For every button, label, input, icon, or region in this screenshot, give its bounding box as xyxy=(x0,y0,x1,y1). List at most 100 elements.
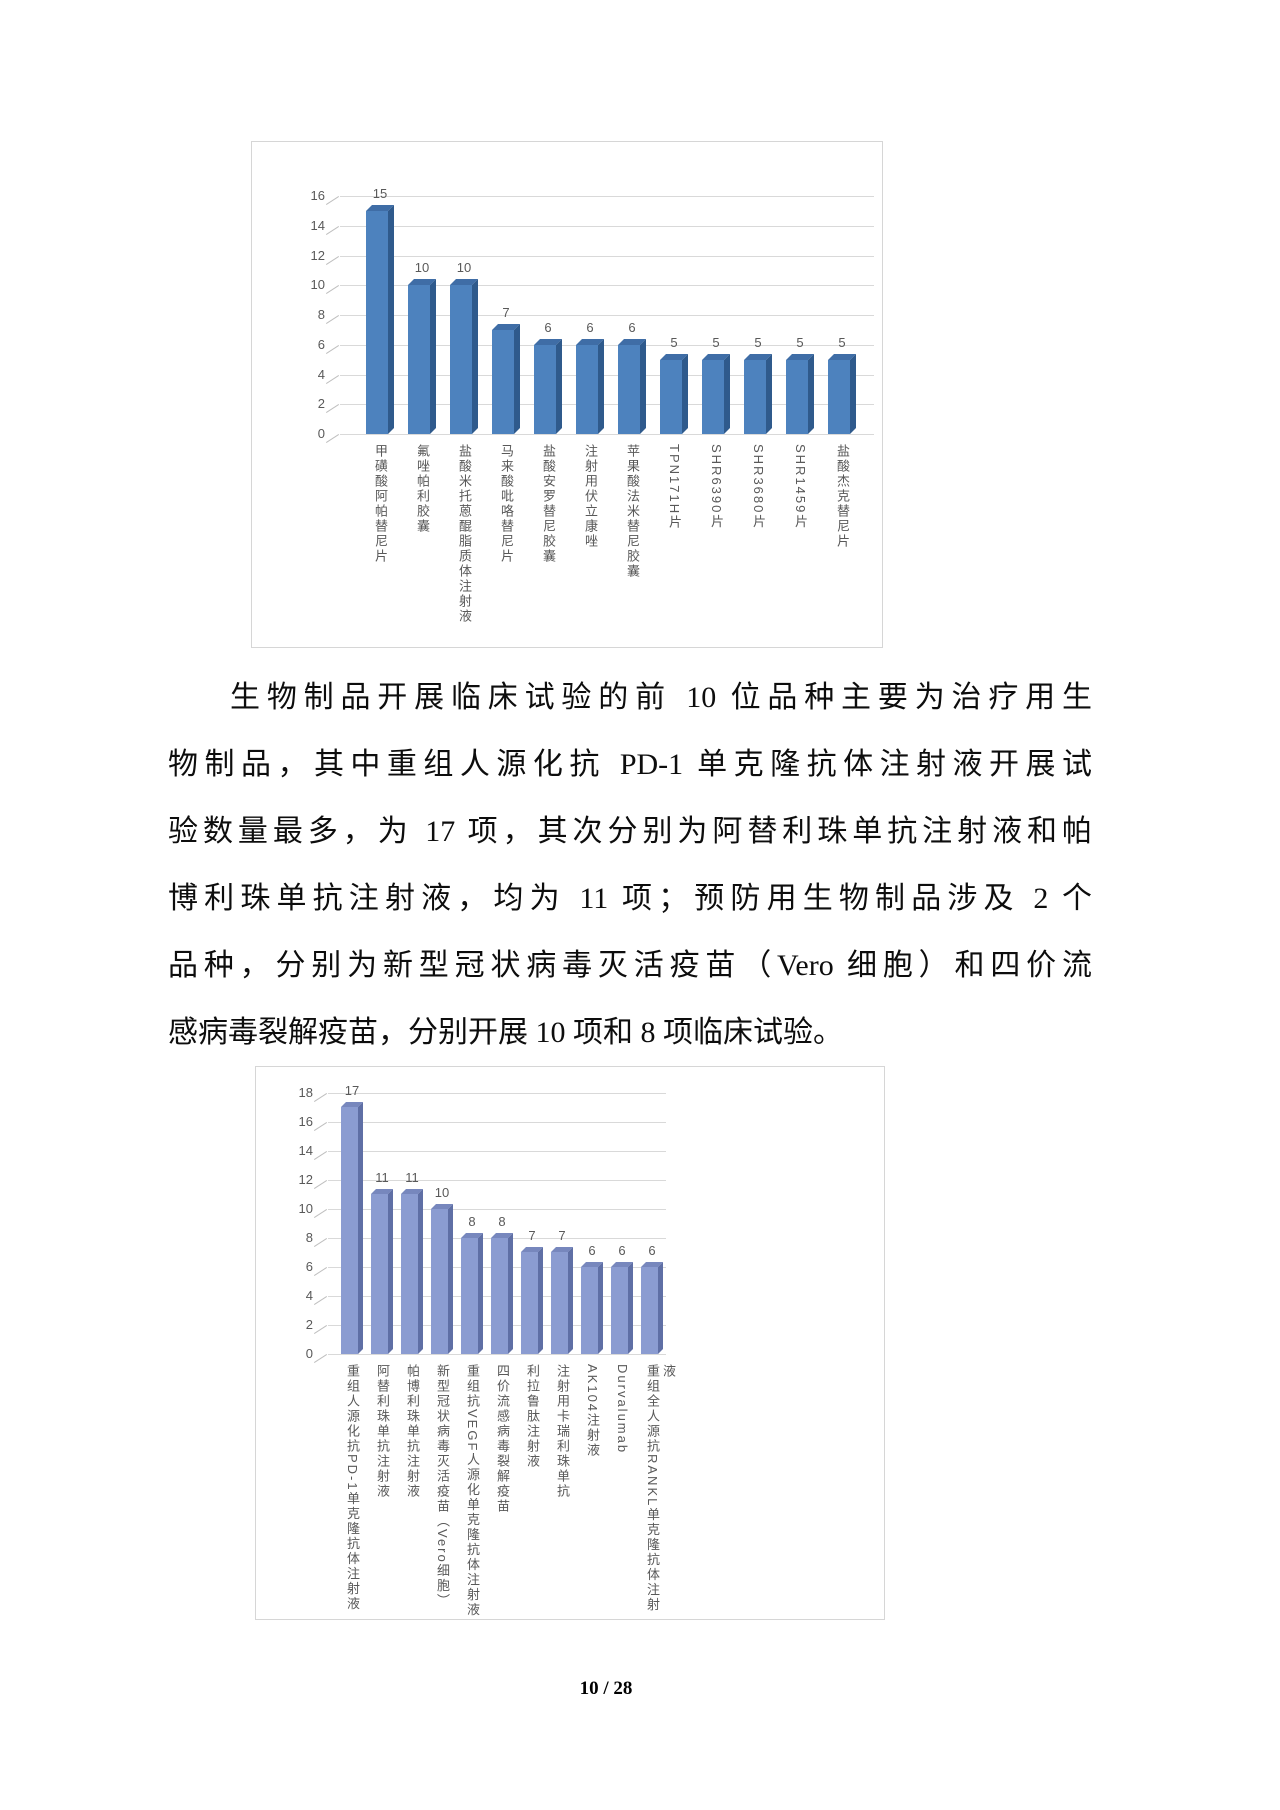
gridline xyxy=(328,1209,666,1210)
paragraph-line: 物制品，其中重组人源化抗 PD-1 单克隆抗体注射液开展试 xyxy=(168,748,1092,781)
bar xyxy=(702,354,730,434)
y-axis-label: 6 xyxy=(317,337,325,352)
bar xyxy=(576,339,604,434)
y-axis-label: 2 xyxy=(305,1317,313,1332)
bar-value-label: 10 xyxy=(456,260,472,275)
bar xyxy=(828,354,856,434)
y-axis-label: 12 xyxy=(310,248,325,263)
bar-value-label: 15 xyxy=(372,186,388,201)
bar-value-label: 5 xyxy=(796,335,804,350)
paragraph-line: 感病毒裂解疫苗，分别开展 10 项和 8 项临床试验。 xyxy=(168,1016,843,1049)
category-label: SHR6390片 xyxy=(709,444,724,530)
bar-value-label: 10 xyxy=(434,1185,450,1200)
bar xyxy=(341,1102,363,1354)
bar-value-label: 6 xyxy=(618,1243,626,1258)
bar-value-label: 6 xyxy=(628,320,636,335)
bar-value-label: 6 xyxy=(586,320,594,335)
y-axis-tick xyxy=(325,195,340,206)
bar-value-label: 6 xyxy=(544,320,552,335)
bar xyxy=(581,1262,603,1354)
paragraph-line: 博利珠单抗注射液，均为 11 项；预防用生物制品涉及 2 个 xyxy=(168,882,1092,915)
gridline xyxy=(340,404,874,405)
y-axis-label: 18 xyxy=(298,1085,313,1100)
y-axis-label: 0 xyxy=(305,1346,313,1361)
y-axis-tick xyxy=(313,1237,328,1248)
y-axis-label: 14 xyxy=(298,1143,313,1158)
bar xyxy=(641,1262,663,1354)
category-label: 盐酸杰克替尼片 xyxy=(835,444,850,549)
category-label: 氟唑帕利胶囊 xyxy=(415,444,430,534)
bar-value-label: 11 xyxy=(405,1170,419,1185)
category-label: 注射用伏立康唑 xyxy=(583,444,598,549)
y-axis-tick xyxy=(325,284,340,295)
category-label: AK104注射液 xyxy=(585,1364,600,1459)
bar xyxy=(551,1247,573,1354)
bar-value-label: 7 xyxy=(558,1228,566,1243)
bar xyxy=(618,339,646,434)
y-axis-tick xyxy=(325,374,340,385)
bar xyxy=(431,1204,453,1354)
bar xyxy=(371,1189,393,1354)
y-axis-tick xyxy=(313,1179,328,1190)
category-label: 四价流感病毒裂解疫苗 xyxy=(495,1364,510,1514)
bar-value-label: 6 xyxy=(648,1243,656,1258)
gridline xyxy=(328,1093,666,1094)
bar-value-label: 11 xyxy=(375,1170,389,1185)
bar xyxy=(491,1233,513,1354)
y-axis-tick xyxy=(313,1353,328,1364)
body-paragraph: 生物制品开展临床试验的前 10 位品种主要为治疗用生 物制品，其中重组人源化抗 … xyxy=(168,664,1092,1066)
category-label: SHR1459片 xyxy=(793,444,808,530)
bar xyxy=(461,1233,483,1354)
y-axis-label: 8 xyxy=(305,1230,313,1245)
category-label: 重组人源化抗PD-1单克隆抗体注射液 xyxy=(345,1364,360,1612)
category-label: SHR3680片 xyxy=(751,444,766,530)
gridline xyxy=(340,345,874,346)
y-axis-tick xyxy=(313,1324,328,1335)
category-label: 帕博利珠单抗注射液 xyxy=(405,1364,420,1499)
y-axis-label: 6 xyxy=(305,1259,313,1274)
category-label: 新型冠状病毒灭活疫苗（Vero细胞） xyxy=(435,1364,450,1609)
gridline xyxy=(328,1122,666,1123)
y-axis-label: 0 xyxy=(317,426,325,441)
y-axis-label: 4 xyxy=(305,1288,313,1303)
bar-value-label: 17 xyxy=(344,1083,360,1098)
gridline xyxy=(340,226,874,227)
category-label: 甲磺酸阿帕替尼片 xyxy=(373,444,388,564)
category-label: 马来酸吡咯替尼片 xyxy=(499,444,514,564)
category-label: 重组抗VEGF人源化单克隆抗体注射液 xyxy=(465,1364,480,1618)
gridline xyxy=(340,315,874,316)
gridline xyxy=(340,196,874,197)
category-label: TPN171H片 xyxy=(667,444,682,531)
bar-chart-chemical-drugs-trials: 0 2 4 6 8 10 12 14 16 15 甲磺酸阿帕替尼片 10 氟唑帕利胶囊 10 盐酸米托蒽醌脂… xyxy=(251,141,883,648)
y-axis-tick xyxy=(325,314,340,325)
bar-value-label: 5 xyxy=(712,335,720,350)
y-axis-tick xyxy=(325,225,340,236)
y-axis-label: 2 xyxy=(317,396,325,411)
bar-chart-biological-products-trials: 0 2 4 6 8 10 12 14 16 18 17 重组人源化抗PD-1单克隆抗体注射液 11 阿替利… xyxy=(255,1066,885,1620)
bar-value-label: 8 xyxy=(468,1214,476,1229)
gridline xyxy=(328,1180,666,1181)
y-axis-label: 8 xyxy=(317,307,325,322)
bar xyxy=(611,1262,633,1354)
bar xyxy=(521,1247,543,1354)
paragraph-line: 品种，分别为新型冠状病毒灭活疫苗（Vero 细胞）和四价流 xyxy=(168,949,1092,982)
category-label: Durvalumab xyxy=(615,1364,630,1455)
bar xyxy=(450,279,478,434)
bar-value-label: 6 xyxy=(588,1243,596,1258)
gridline xyxy=(328,1354,666,1355)
y-axis-label: 14 xyxy=(310,218,325,233)
y-axis-tick xyxy=(313,1150,328,1161)
y-axis-tick xyxy=(325,344,340,355)
y-axis-label: 10 xyxy=(298,1201,313,1216)
category-label: 重组全人源抗RANKL单克隆抗体注射液 xyxy=(645,1364,676,1613)
y-axis-label: 16 xyxy=(310,188,325,203)
bar xyxy=(366,205,394,434)
gridline xyxy=(340,285,874,286)
y-axis-tick xyxy=(313,1121,328,1132)
y-axis-tick xyxy=(325,433,340,444)
y-axis-label: 10 xyxy=(310,277,325,292)
paragraph-line: 生物制品开展临床试验的前 10 位品种主要为治疗用生 xyxy=(230,681,1092,714)
y-axis-tick xyxy=(325,255,340,266)
category-label: 盐酸安罗替尼胶囊 xyxy=(541,444,556,564)
bar xyxy=(534,339,562,434)
